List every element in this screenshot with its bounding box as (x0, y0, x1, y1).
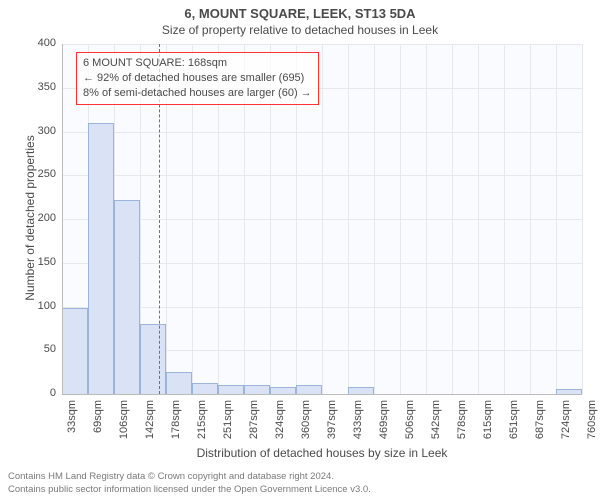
attribution-footer: Contains HM Land Registry data © Crown c… (8, 471, 592, 496)
histogram-bar (192, 383, 218, 394)
gridline-vertical (582, 44, 583, 394)
footer-line-1: Contains HM Land Registry data © Crown c… (8, 471, 592, 483)
annotation-line: ← 92% of detached houses are smaller (69… (83, 71, 312, 86)
x-tick-label: 469sqm (378, 400, 390, 450)
gridline-vertical (478, 44, 479, 394)
histogram-bar (140, 324, 166, 394)
x-tick-label: 287sqm (248, 400, 260, 450)
histogram-bar (88, 123, 114, 394)
x-tick-label: 324sqm (274, 400, 286, 450)
histogram-bar (114, 200, 140, 394)
histogram-bar (244, 385, 270, 394)
y-tick-label: 0 (30, 387, 56, 399)
histogram-bar (348, 387, 374, 394)
x-tick-label: 433sqm (352, 400, 364, 450)
chart-sub-title: Size of property relative to detached ho… (0, 21, 600, 37)
x-tick-label: 215sqm (196, 400, 208, 450)
x-tick-label: 615sqm (482, 400, 494, 450)
x-tick-label: 142sqm (144, 400, 156, 450)
x-tick-label: 687sqm (534, 400, 546, 450)
x-tick-label: 578sqm (456, 400, 468, 450)
gridline-vertical (504, 44, 505, 394)
x-tick-label: 651sqm (508, 400, 520, 450)
gridline-vertical (452, 44, 453, 394)
chart-main-title: 6, MOUNT SQUARE, LEEK, ST13 5DA (0, 0, 600, 21)
gridline-vertical (426, 44, 427, 394)
histogram-bar (270, 387, 296, 394)
x-tick-label: 760sqm (586, 400, 598, 450)
x-tick-label: 724sqm (560, 400, 572, 450)
annotation-line: 8% of semi-detached houses are larger (6… (83, 86, 312, 101)
gridline-vertical (556, 44, 557, 394)
x-tick-label: 360sqm (300, 400, 312, 450)
y-axis-line (62, 44, 63, 394)
y-tick-label: 150 (30, 256, 56, 268)
y-tick-label: 400 (30, 37, 56, 49)
x-tick-label: 506sqm (404, 400, 416, 450)
y-tick-label: 100 (30, 300, 56, 312)
annotation-box: 6 MOUNT SQUARE: 168sqm← 92% of detached … (76, 52, 319, 105)
gridline-vertical (348, 44, 349, 394)
gridline-vertical (322, 44, 323, 394)
y-tick-label: 250 (30, 168, 56, 180)
y-tick-label: 300 (30, 125, 56, 137)
x-tick-label: 106sqm (118, 400, 130, 450)
x-tick-label: 33sqm (66, 400, 78, 450)
histogram-bar (166, 372, 192, 394)
histogram-bar (62, 308, 88, 394)
gridline-vertical (400, 44, 401, 394)
x-tick-label: 542sqm (430, 400, 442, 450)
footer-line-2: Contains public sector information licen… (8, 484, 592, 496)
y-tick-label: 200 (30, 212, 56, 224)
gridline-vertical (374, 44, 375, 394)
histogram-bar (218, 385, 244, 394)
x-axis-line (62, 394, 582, 395)
x-tick-label: 397sqm (326, 400, 338, 450)
x-axis-label: Distribution of detached houses by size … (62, 446, 582, 460)
y-tick-label: 350 (30, 81, 56, 93)
x-tick-label: 69sqm (92, 400, 104, 450)
annotation-line: 6 MOUNT SQUARE: 168sqm (83, 56, 312, 71)
histogram-bar (296, 385, 322, 394)
x-tick-label: 178sqm (170, 400, 182, 450)
y-tick-label: 50 (30, 343, 56, 355)
gridline-vertical (530, 44, 531, 394)
x-tick-label: 251sqm (222, 400, 234, 450)
